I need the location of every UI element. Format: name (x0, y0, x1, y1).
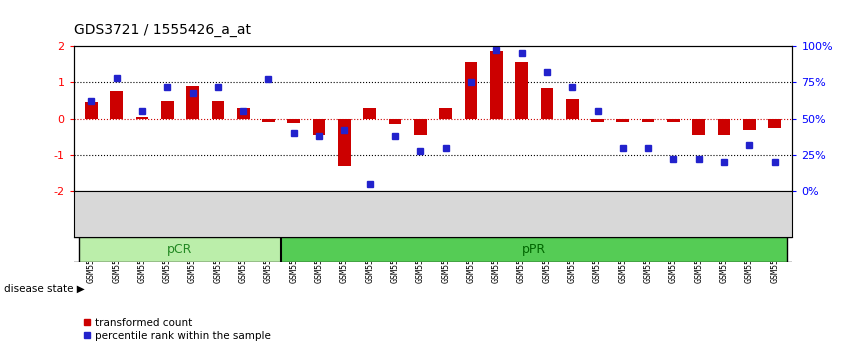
Bar (338, 119, 351, 166)
Bar (364, 108, 376, 119)
Bar (237, 108, 249, 119)
Bar (768, 119, 781, 128)
Bar (186, 86, 199, 119)
Bar (281, 237, 787, 262)
Bar (642, 119, 655, 122)
Text: pCR: pCR (167, 243, 192, 256)
Text: GDS3721 / 1555426_a_at: GDS3721 / 1555426_a_at (74, 23, 250, 37)
Bar (490, 51, 502, 119)
Bar (515, 62, 528, 119)
Bar (591, 119, 604, 122)
Text: disease state ▶: disease state ▶ (4, 284, 85, 293)
Bar (439, 108, 452, 119)
Text: pPR: pPR (522, 243, 546, 256)
Bar (693, 119, 705, 135)
Bar (414, 119, 427, 135)
Bar (262, 119, 275, 122)
Bar (288, 119, 301, 123)
Bar (79, 237, 281, 262)
Bar (617, 119, 629, 122)
Bar (85, 102, 98, 119)
Bar (718, 119, 730, 135)
Bar (743, 119, 756, 130)
Bar (211, 101, 224, 119)
Bar (540, 88, 553, 119)
Bar (565, 99, 578, 119)
Bar (389, 119, 401, 124)
Bar (667, 119, 680, 122)
Bar (465, 62, 477, 119)
Bar (110, 91, 123, 119)
Bar (161, 101, 173, 119)
Legend: transformed count, percentile rank within the sample: transformed count, percentile rank withi… (79, 314, 275, 345)
Bar (313, 119, 326, 135)
Bar (136, 117, 148, 119)
